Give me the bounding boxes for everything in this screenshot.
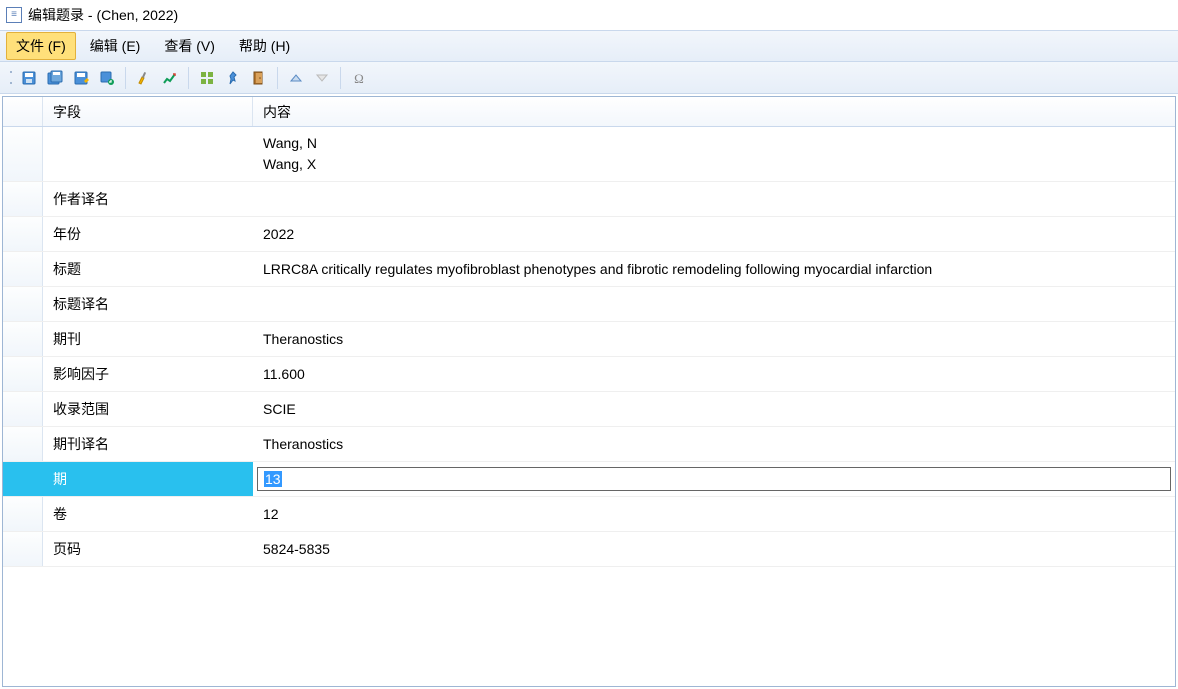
omega-icon[interactable]: Ω: [347, 66, 371, 90]
row-gutter: [3, 252, 43, 286]
row-gutter: [3, 462, 43, 496]
save-as-icon[interactable]: [69, 66, 93, 90]
table-row[interactable]: 期13: [3, 462, 1175, 497]
table-row[interactable]: 期刊译名Theranostics: [3, 427, 1175, 462]
content-cell[interactable]: 11.600: [253, 357, 1175, 391]
up-icon[interactable]: [284, 66, 308, 90]
table-row[interactable]: 收录范围SCIE: [3, 392, 1175, 427]
table-row[interactable]: 卷12: [3, 497, 1175, 532]
row-gutter: [3, 532, 43, 566]
save-db-icon[interactable]: [95, 66, 119, 90]
row-gutter: [3, 217, 43, 251]
titlebar: ≡ 编辑题录 - (Chen, 2022): [0, 0, 1178, 30]
toolbar-separator: [188, 67, 189, 89]
table-header: 字段 内容: [3, 97, 1175, 127]
row-gutter: [3, 392, 43, 426]
table-row[interactable]: 标题LRRC8A critically regulates myofibrobl…: [3, 252, 1175, 287]
row-gutter: [3, 127, 43, 181]
toolbar-separator: [277, 67, 278, 89]
content-cell-editing[interactable]: 13: [253, 462, 1175, 496]
brush-icon[interactable]: [132, 66, 156, 90]
row-gutter: [3, 182, 43, 216]
content-cell[interactable]: SCIE: [253, 392, 1175, 426]
table: 字段 内容 Wang, N Wang, X作者译名年份2022标题LRRC8A …: [2, 96, 1176, 687]
table-row[interactable]: Wang, N Wang, X: [3, 127, 1175, 182]
menu-view[interactable]: 查看 (V): [154, 32, 225, 60]
down-icon[interactable]: [310, 66, 334, 90]
field-label: 期刊: [43, 322, 253, 356]
header-field[interactable]: 字段: [43, 97, 253, 126]
menu-help[interactable]: 帮助 (H): [229, 32, 300, 60]
field-label: 影响因子: [43, 357, 253, 391]
field-label: 期: [43, 462, 253, 496]
field-label: 收录范围: [43, 392, 253, 426]
door-icon[interactable]: [247, 66, 271, 90]
content-cell[interactable]: 5824-5835: [253, 532, 1175, 566]
menubar: 文件 (F) 编辑 (E) 查看 (V) 帮助 (H): [0, 30, 1178, 62]
table-row[interactable]: 页码5824-5835: [3, 532, 1175, 567]
save-icon[interactable]: [17, 66, 41, 90]
toolbar-separator: [340, 67, 341, 89]
field-label: 标题: [43, 252, 253, 286]
content-cell[interactable]: 12: [253, 497, 1175, 531]
edit-input[interactable]: 13: [257, 467, 1171, 491]
content-cell[interactable]: Wang, N Wang, X: [253, 127, 1175, 181]
save-all-icon[interactable]: [43, 66, 67, 90]
row-gutter: [3, 427, 43, 461]
chart-icon[interactable]: [158, 66, 182, 90]
field-label: 页码: [43, 532, 253, 566]
field-label: [43, 127, 253, 181]
content-cell[interactable]: [253, 182, 1175, 216]
table-row[interactable]: 期刊Theranostics: [3, 322, 1175, 357]
toolbar: Ω: [0, 62, 1178, 94]
field-label: 作者译名: [43, 182, 253, 216]
table-row[interactable]: 年份2022: [3, 217, 1175, 252]
field-label: 卷: [43, 497, 253, 531]
menu-file[interactable]: 文件 (F): [6, 32, 76, 60]
row-gutter: [3, 357, 43, 391]
row-gutter: [3, 287, 43, 321]
table-row[interactable]: 影响因子 11.600: [3, 357, 1175, 392]
content-cell[interactable]: LRRC8A critically regulates myofibroblas…: [253, 252, 1175, 286]
content-cell[interactable]: Theranostics: [253, 322, 1175, 356]
content-cell[interactable]: 2022: [253, 217, 1175, 251]
toolbar-grip: [8, 67, 13, 89]
header-gutter: [3, 97, 43, 126]
svg-text:Ω: Ω: [354, 71, 364, 86]
app-icon: ≡: [6, 7, 22, 23]
grid-icon[interactable]: [195, 66, 219, 90]
window-title: 编辑题录 - (Chen, 2022): [28, 5, 178, 25]
header-content[interactable]: 内容: [253, 97, 1175, 126]
row-gutter: [3, 497, 43, 531]
content-cell[interactable]: [253, 287, 1175, 321]
field-label: 年份: [43, 217, 253, 251]
table-row[interactable]: 标题译名: [3, 287, 1175, 322]
content-cell[interactable]: Theranostics: [253, 427, 1175, 461]
field-label: 标题译名: [43, 287, 253, 321]
pin-icon[interactable]: [221, 66, 245, 90]
field-label: 期刊译名: [43, 427, 253, 461]
menu-edit[interactable]: 编辑 (E): [80, 32, 151, 60]
table-body[interactable]: Wang, N Wang, X作者译名年份2022标题LRRC8A critic…: [3, 127, 1175, 686]
table-row[interactable]: 作者译名: [3, 182, 1175, 217]
row-gutter: [3, 322, 43, 356]
toolbar-separator: [125, 67, 126, 89]
